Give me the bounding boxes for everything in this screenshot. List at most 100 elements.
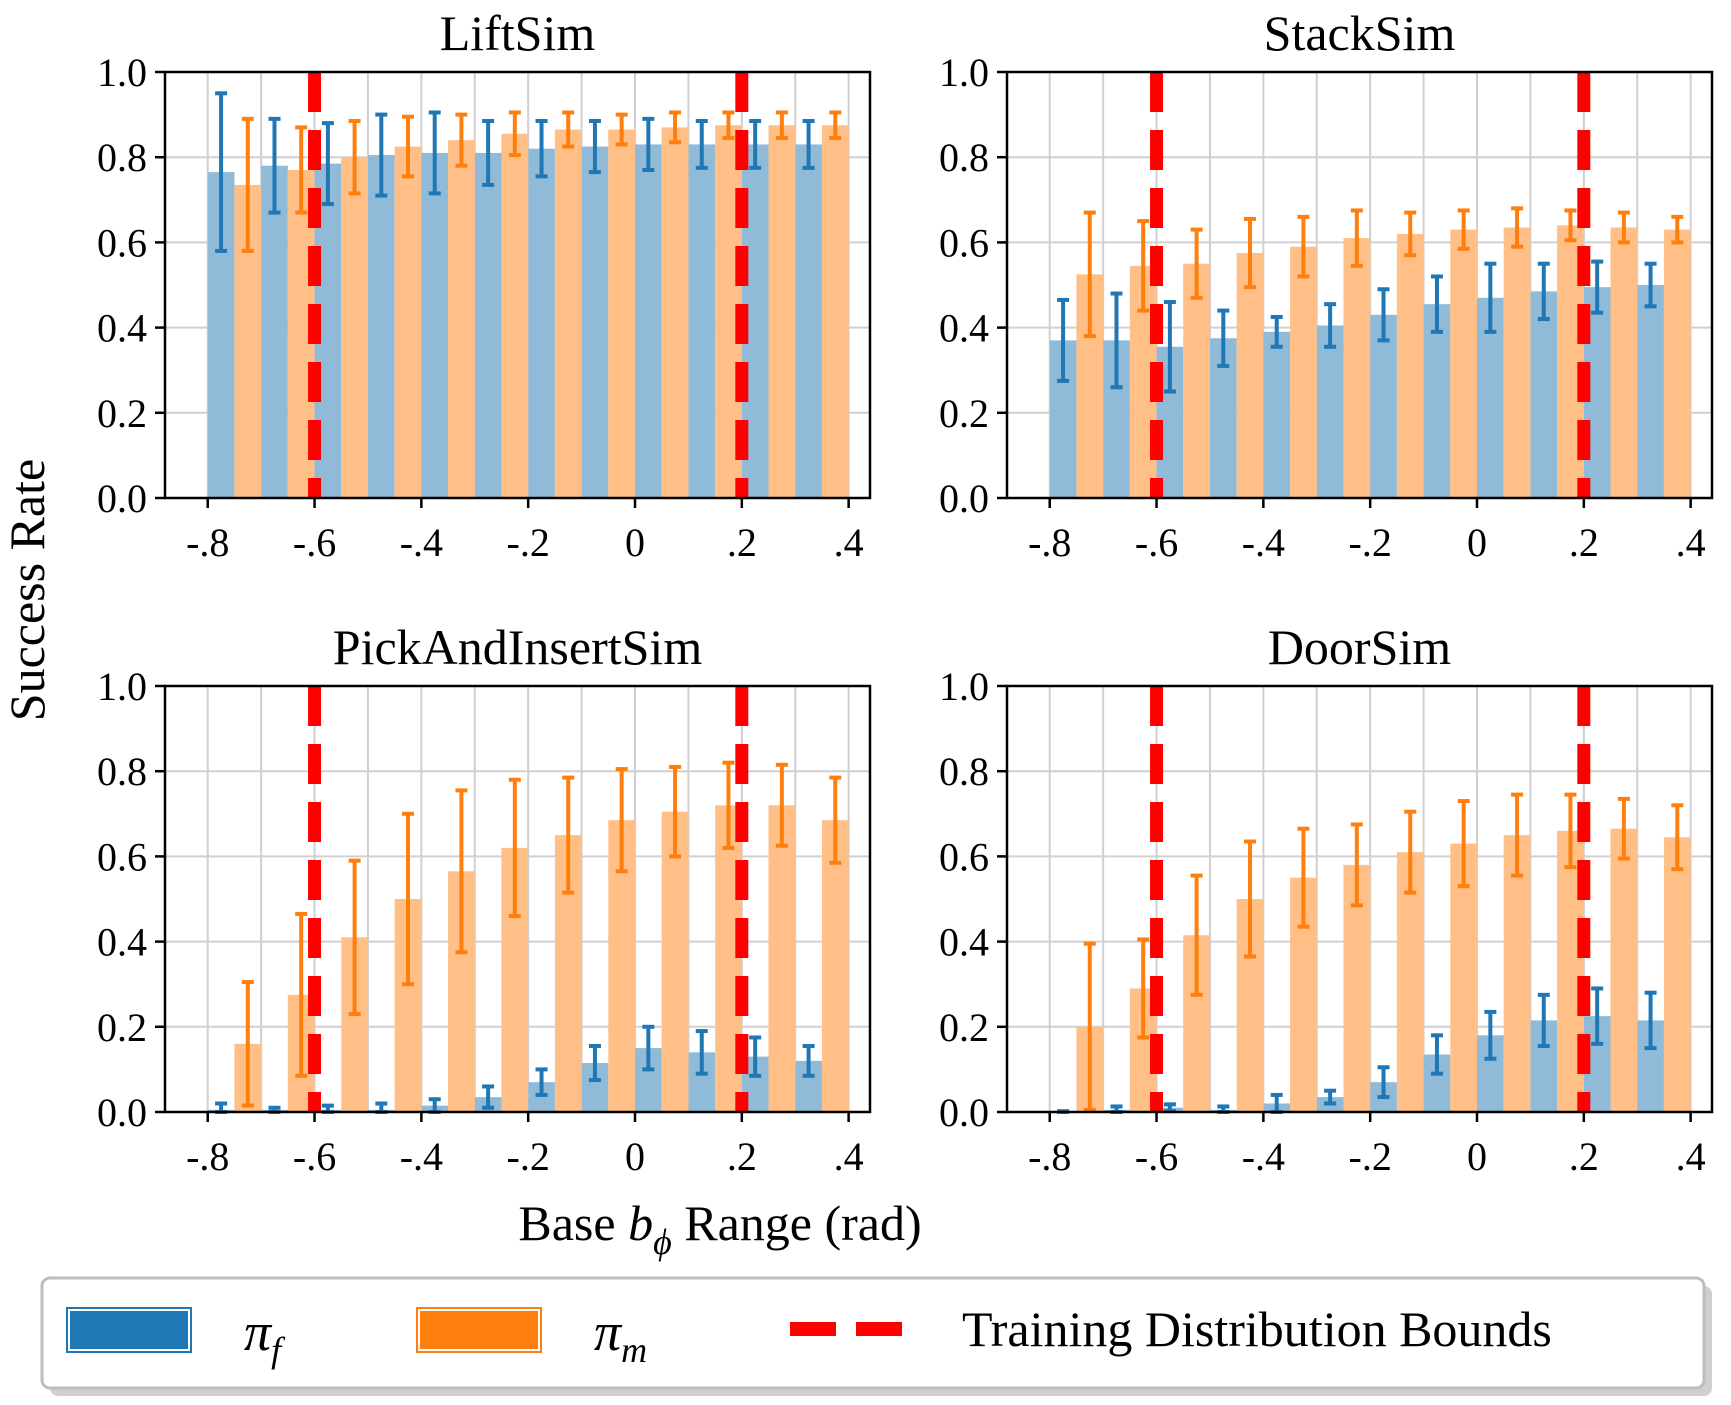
bar-pi-f bbox=[1637, 285, 1664, 498]
error-bar-pi-m bbox=[1137, 937, 1150, 1040]
error-bar-pi-m bbox=[295, 911, 308, 1078]
y-tick-label: 0.0 bbox=[939, 1090, 989, 1135]
error-bar-pi-f bbox=[588, 1043, 601, 1083]
error-bar-pi-m bbox=[562, 110, 575, 149]
error-bar-pi-f bbox=[802, 1043, 815, 1078]
error-bar-pi-m bbox=[1350, 208, 1363, 268]
y-tick-label: 0.2 bbox=[939, 391, 989, 436]
error-bar-pi-f bbox=[695, 1029, 708, 1076]
y-tick-label: 0.8 bbox=[939, 135, 989, 180]
error-bar-pi-m bbox=[508, 110, 521, 158]
error-bar-pi-m bbox=[775, 762, 788, 848]
x-tick-label: -.4 bbox=[400, 1134, 443, 1179]
y-tick-label: 0.6 bbox=[97, 834, 147, 879]
bar-pi-m bbox=[1450, 843, 1477, 1112]
x-tick-label: 0 bbox=[625, 1134, 645, 1179]
error-bar-pi-f bbox=[1591, 259, 1604, 315]
error-bar-pi-m bbox=[1457, 208, 1470, 251]
error-bar-pi-f bbox=[749, 118, 762, 170]
error-bar-pi-f bbox=[642, 116, 655, 172]
error-bar-pi-f bbox=[375, 1101, 388, 1114]
error-bar-pi-f bbox=[215, 91, 228, 253]
legend-swatch-pi-m bbox=[416, 1307, 542, 1353]
bar-pi-f bbox=[474, 152, 502, 498]
x-tick-label: -.4 bbox=[1242, 520, 1285, 565]
error-bar-pi-f bbox=[1537, 992, 1550, 1048]
bar-pi-m bbox=[1396, 852, 1424, 1112]
bar-pi-m bbox=[448, 140, 475, 498]
error-bar-pi-m bbox=[775, 110, 788, 141]
error-bar-pi-f bbox=[375, 112, 388, 198]
error-bar-pi-m bbox=[1244, 839, 1257, 959]
subplot-title: LiftSim bbox=[440, 5, 596, 61]
x-axis-label: Base bϕ Range (rad) bbox=[518, 1195, 921, 1262]
subplot-title: StackSim bbox=[1264, 5, 1456, 61]
error-bar-pi-f bbox=[1377, 287, 1390, 343]
y-tick-label: 0.2 bbox=[939, 1005, 989, 1050]
error-bar-pi-f bbox=[588, 118, 601, 175]
error-bar-pi-m bbox=[241, 980, 254, 1108]
y-tick-label: 0.6 bbox=[939, 220, 989, 265]
error-bar-pi-m bbox=[348, 118, 361, 196]
error-bar-pi-m bbox=[615, 112, 628, 147]
x-tick-label: -.2 bbox=[507, 1134, 550, 1179]
bar-pi-m bbox=[394, 146, 422, 499]
error-bar-pi-m bbox=[1297, 826, 1310, 929]
bar-pi-m bbox=[661, 811, 689, 1112]
error-bar-pi-f bbox=[1484, 261, 1497, 334]
error-bar-pi-m bbox=[1671, 214, 1684, 245]
y-tick-label: 0.0 bbox=[939, 476, 989, 521]
y-tick-label: 0.2 bbox=[97, 391, 147, 436]
x-tick-label: -.8 bbox=[1028, 520, 1071, 565]
error-bar-pi-f bbox=[1644, 261, 1657, 309]
error-bar-pi-m bbox=[669, 110, 682, 145]
error-bar-pi-m bbox=[1617, 796, 1630, 861]
y-tick-label: 0.4 bbox=[939, 306, 989, 351]
error-bar-pi-f bbox=[802, 118, 815, 170]
subplot-pickandinsertsim: 0.00.20.40.60.81.0-.8 -.6 -.4 -.2 0.2.4PickA… bbox=[97, 619, 872, 1179]
bar-pi-m bbox=[821, 125, 849, 498]
bar-pi-m bbox=[1450, 229, 1477, 498]
error-bar-pi-m bbox=[1083, 941, 1096, 1112]
error-bar-pi-m bbox=[1297, 214, 1310, 279]
bar-pi-f bbox=[688, 144, 716, 499]
bar-pi-m bbox=[821, 820, 849, 1112]
x-tick-label: -.4 bbox=[400, 520, 443, 565]
error-bar-pi-f bbox=[1110, 291, 1123, 390]
error-bar-pi-f bbox=[1591, 986, 1604, 1046]
y-tick-label: 1.0 bbox=[939, 50, 989, 95]
subplot-stacksim: 0.00.20.40.60.81.0-.8 -.6 -.4 -.2 0.2.4Stack… bbox=[939, 5, 1714, 565]
error-bar-pi-m bbox=[1083, 210, 1096, 339]
bar-pi-f bbox=[1423, 304, 1451, 498]
error-bar-pi-m bbox=[402, 811, 415, 987]
error-bar-pi-f bbox=[1324, 302, 1337, 349]
error-bar-pi-m bbox=[295, 125, 308, 215]
error-bar-pi-m bbox=[722, 760, 735, 850]
y-tick-label: 0.0 bbox=[97, 1090, 147, 1135]
bar-pi-m bbox=[1663, 837, 1691, 1112]
error-bar-pi-m bbox=[1137, 219, 1150, 313]
plot-frame bbox=[163, 684, 872, 1114]
x-tick-label: -.6 bbox=[1135, 520, 1178, 565]
bar-pi-m bbox=[1503, 227, 1531, 499]
bar-pi-m bbox=[768, 125, 796, 498]
bar-pi-m bbox=[554, 129, 582, 498]
bar-pi-f bbox=[1530, 291, 1558, 498]
error-bar-pi-m bbox=[455, 788, 468, 955]
error-bar-pi-m bbox=[669, 764, 682, 859]
error-bar-pi-m bbox=[1671, 803, 1684, 872]
error-bar-pi-m bbox=[1457, 799, 1470, 889]
x-tick-label: 0 bbox=[1467, 1134, 1487, 1179]
x-tick-label: .2 bbox=[727, 1134, 757, 1179]
x-tick-label: -.8 bbox=[186, 1134, 229, 1179]
bar-pi-m bbox=[1183, 263, 1210, 498]
x-tick-label: -.6 bbox=[293, 520, 336, 565]
x-tick-label: -.4 bbox=[1242, 1134, 1285, 1179]
error-bar-pi-f bbox=[215, 1101, 228, 1114]
error-bar-pi-f bbox=[321, 121, 334, 207]
error-bar-pi-m bbox=[1190, 873, 1203, 997]
plot-frame bbox=[163, 70, 872, 500]
bar-pi-f bbox=[795, 144, 822, 499]
legend-label-pi-m: πm bbox=[594, 1302, 647, 1370]
